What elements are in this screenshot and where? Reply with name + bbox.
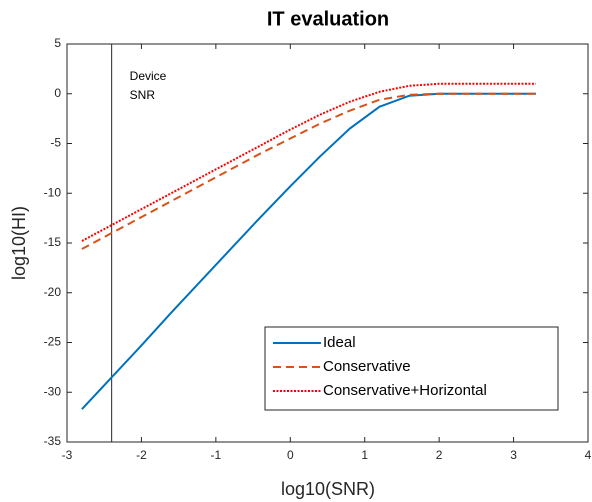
y-tick-label: -15 <box>44 235 62 249</box>
y-tick-label: -30 <box>44 384 62 398</box>
x-tick-label: -2 <box>136 448 147 462</box>
x-tick-label: -3 <box>62 448 73 462</box>
x-tick-label: 2 <box>436 448 443 462</box>
y-tick-label: -25 <box>44 335 62 349</box>
legend-box <box>264 326 559 411</box>
y-tick-label: 5 <box>54 36 61 50</box>
y-tick-label: -20 <box>44 285 62 299</box>
annotation: Device <box>130 69 167 83</box>
x-tick-label: 3 <box>510 448 517 462</box>
x-axis-label: log10(SNR) <box>281 479 375 499</box>
legend-label: Conservative+Horizontal <box>323 382 487 399</box>
x-tick-label: 1 <box>361 448 368 462</box>
series-line <box>81 92 536 250</box>
chart-title: IT evaluation <box>267 8 389 30</box>
y-axis-label: log10(HI) <box>9 206 29 280</box>
legend-label: Ideal <box>323 334 356 351</box>
y-tick-label: 0 <box>54 86 61 100</box>
legend-label: Conservative <box>323 358 411 375</box>
x-tick-label: 4 <box>585 448 592 462</box>
x-tick-label: 0 <box>287 448 294 462</box>
y-tick-label: -10 <box>44 185 62 199</box>
x-tick-label: -1 <box>211 448 222 462</box>
y-tick-label: -5 <box>50 136 61 150</box>
series-line <box>81 82 536 242</box>
annotation: SNR <box>130 88 156 102</box>
y-tick-label: -35 <box>44 434 62 448</box>
